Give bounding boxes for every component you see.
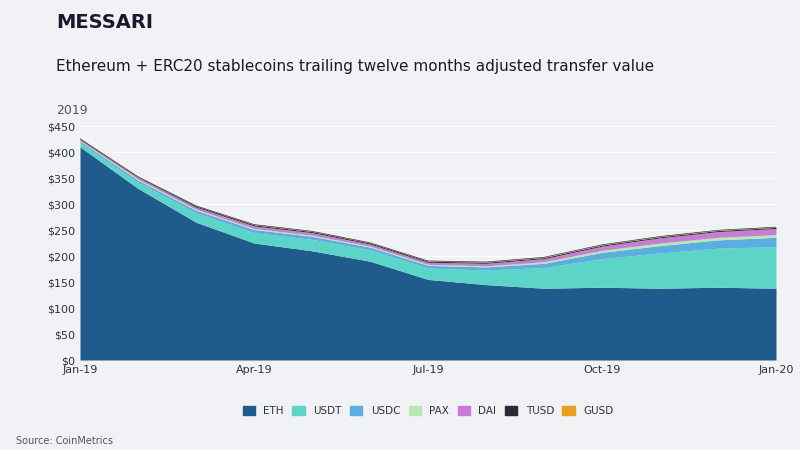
- Text: Ethereum + ERC20 stablecoins trailing twelve months adjusted transfer value: Ethereum + ERC20 stablecoins trailing tw…: [56, 58, 654, 73]
- Legend: ETH, USDT, USDC, PAX, DAI, TUSD, GUSD: ETH, USDT, USDC, PAX, DAI, TUSD, GUSD: [238, 402, 618, 420]
- Text: MESSARI: MESSARI: [56, 14, 153, 32]
- Text: 2019: 2019: [56, 104, 88, 117]
- Text: Source: CoinMetrics: Source: CoinMetrics: [16, 436, 113, 446]
